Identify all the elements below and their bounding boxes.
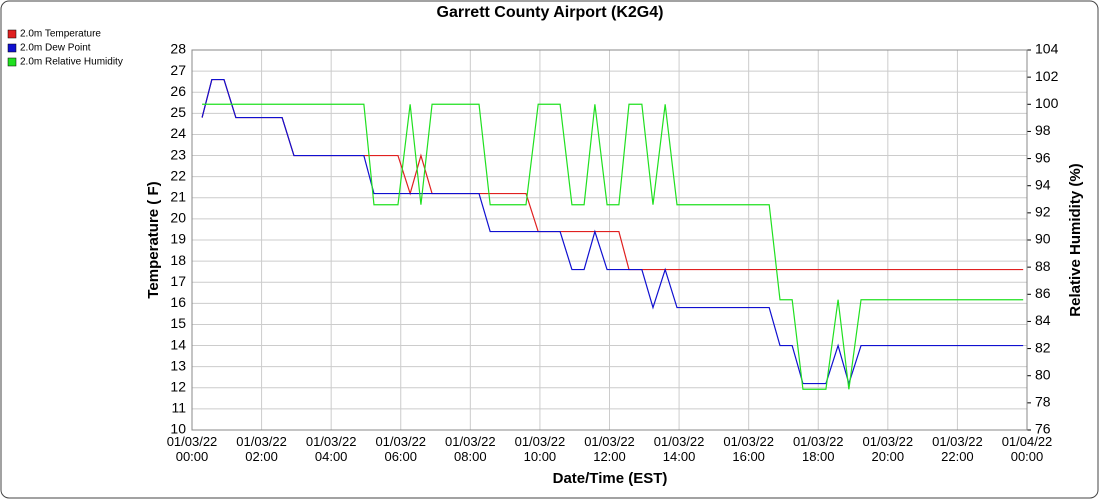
y-tick-label: 27 bbox=[170, 62, 186, 78]
y-tick-label: 28 bbox=[170, 41, 186, 57]
y-tick-label: 15 bbox=[170, 315, 186, 331]
x-tick-label: 01/03/22 16:00 bbox=[723, 434, 774, 464]
y-tick-label: 24 bbox=[170, 125, 186, 141]
y-tick-label: 17 bbox=[170, 273, 186, 289]
y-tick-label: 16 bbox=[170, 294, 186, 310]
x-tick-label: 01/03/22 14:00 bbox=[653, 434, 705, 464]
y-tick-label: 19 bbox=[170, 231, 186, 247]
legend-swatch bbox=[7, 57, 17, 67]
x-tick-label: 01/03/22 02:00 bbox=[236, 434, 287, 464]
y-tick-label: 10 bbox=[170, 421, 186, 437]
y2-tick-label: 96 bbox=[1035, 149, 1051, 165]
y-tick-label: 25 bbox=[170, 104, 186, 120]
y-tick-label: 26 bbox=[170, 83, 186, 99]
y-tick-label: 13 bbox=[170, 357, 186, 373]
series-line bbox=[202, 103, 1024, 390]
x-tick-label: 01/03/22 04:00 bbox=[305, 434, 357, 464]
y-tick-label: 22 bbox=[170, 167, 186, 183]
y2-tick-label: 104 bbox=[1035, 41, 1059, 57]
x-tick-label: 01/03/22 10:00 bbox=[514, 434, 566, 464]
y2-tick-label: 90 bbox=[1035, 231, 1051, 247]
legend-swatch bbox=[7, 29, 17, 39]
legend-label: 2.0m Dew Point bbox=[20, 43, 91, 54]
series-line bbox=[201, 78, 1024, 386]
y2-axis-label: Relative Humidity (%) bbox=[1067, 163, 1084, 316]
y-tick-label: 14 bbox=[170, 336, 186, 352]
x-tick-label: 01/03/22 08:00 bbox=[445, 434, 496, 464]
chart-title: Garrett County Airport (K2G4) bbox=[437, 4, 664, 21]
y2-tick-label: 102 bbox=[1035, 68, 1059, 84]
y2-tick-label: 78 bbox=[1035, 394, 1051, 410]
y2-tick-label: 86 bbox=[1035, 285, 1051, 301]
x-tick-label: 01/04/22 00:00 bbox=[1001, 434, 1053, 464]
legend-label: 2.0m Temperature bbox=[20, 29, 101, 40]
x-tick-label: 01/03/22 06:00 bbox=[375, 434, 427, 464]
y2-tick-label: 94 bbox=[1035, 176, 1051, 192]
x-tick-label: 01/03/22 20:00 bbox=[862, 434, 914, 464]
x-tick-label: 01/03/22 22:00 bbox=[932, 434, 983, 464]
y2-tick-label: 80 bbox=[1035, 366, 1051, 382]
y-tick-label: 20 bbox=[170, 210, 186, 226]
y2-tick-label: 76 bbox=[1035, 421, 1051, 437]
y2-tick-label: 82 bbox=[1035, 339, 1051, 355]
y-tick-label: 18 bbox=[170, 252, 186, 268]
y2-tick-label: 100 bbox=[1035, 95, 1059, 111]
x-tick-label: 01/03/22 18:00 bbox=[792, 434, 844, 464]
x-tick-label: 01/03/22 00:00 bbox=[166, 434, 218, 464]
y-tick-label: 23 bbox=[170, 146, 186, 162]
y2-tick-label: 84 bbox=[1035, 312, 1051, 328]
x-axis-label: Date/Time (EST) bbox=[553, 470, 668, 487]
y2-tick-label: 98 bbox=[1035, 122, 1051, 138]
plot-border bbox=[191, 49, 1028, 431]
legend-label: 2.0m Relative Humidity bbox=[20, 57, 123, 68]
y2-tick-label: 88 bbox=[1035, 258, 1051, 274]
y-tick-label: 12 bbox=[170, 378, 186, 394]
y-tick-label: 21 bbox=[170, 188, 186, 204]
y-axis-label: Temperature ( F) bbox=[145, 181, 162, 298]
x-tick-label: 01/03/22 12:00 bbox=[584, 434, 635, 464]
y2-tick-label: 92 bbox=[1035, 204, 1051, 220]
y-tick-label: 11 bbox=[171, 400, 186, 416]
legend-swatch bbox=[7, 43, 17, 53]
